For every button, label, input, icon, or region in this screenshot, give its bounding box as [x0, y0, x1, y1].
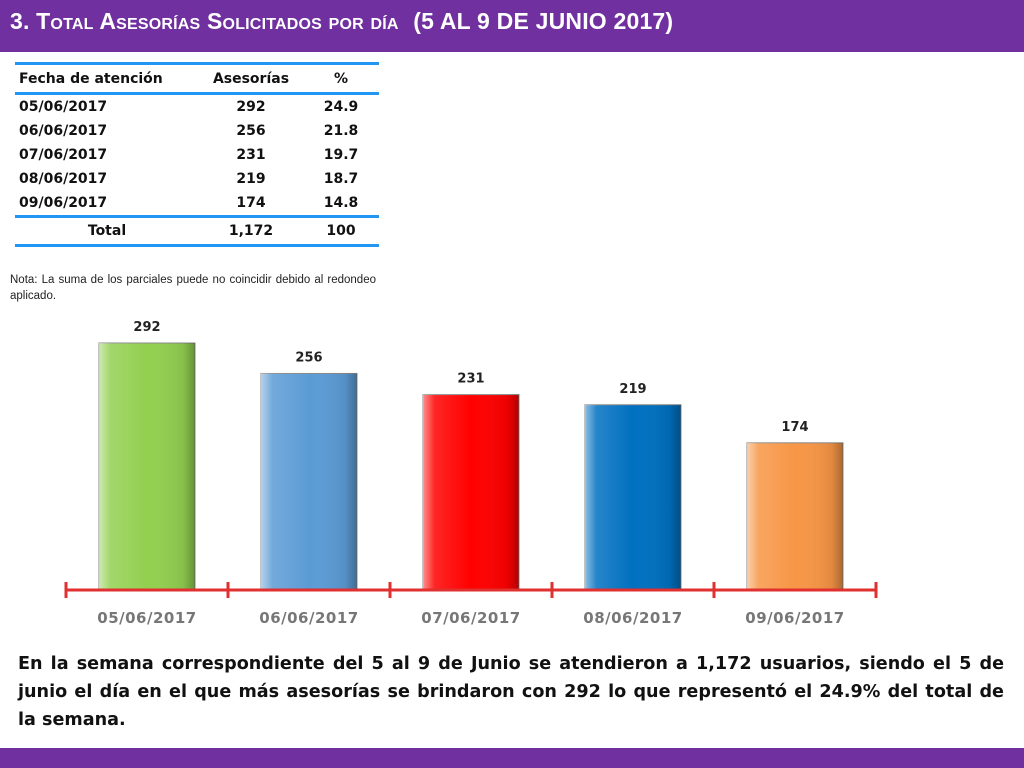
bar-highlight [747, 442, 843, 590]
table-cell-percent: 14.8 [323, 195, 359, 211]
table-header-percent: % [303, 62, 379, 95]
table-cell-count: 174 [236, 195, 266, 211]
bar-data-label: 256 [295, 350, 322, 365]
table-total-label: Total [15, 215, 199, 247]
table-total-row: Total 1,172 100 [15, 215, 379, 247]
table-cell-percent: 19.7 [323, 147, 359, 163]
table-cell-date: 06/06/2017 [19, 123, 108, 139]
table-cell-percent: 21.8 [323, 123, 359, 139]
bar-highlight [585, 404, 681, 590]
table-cell-date: 08/06/2017 [19, 171, 108, 187]
bar-highlight [99, 343, 195, 590]
table-cell-count: 231 [236, 147, 266, 163]
x-tick-label: 06/06/2017 [259, 609, 358, 627]
bar-highlight [423, 394, 519, 590]
table-cell-percent: 18.7 [323, 171, 359, 187]
table-cell-date: 07/06/2017 [19, 147, 108, 163]
x-tick-label: 05/06/2017 [97, 609, 196, 627]
table-row: 08/06/2017 219 18.7 [15, 167, 379, 191]
rounding-note: Nota: La suma de los parciales puede no … [10, 274, 376, 302]
x-tick-label: 09/06/2017 [745, 609, 844, 627]
bars-layer [98, 342, 844, 591]
bar-data-label: 219 [619, 382, 646, 397]
table-cell-count: 256 [236, 123, 266, 139]
table-cell-date: 09/06/2017 [19, 195, 108, 211]
x-axis [64, 582, 878, 598]
x-tick-label: 07/06/2017 [421, 609, 520, 627]
labels-layer: 292 05/06/2017 256 06/06/2017 231 07/06/2017 2… [97, 320, 844, 627]
x-tick-label: 08/06/2017 [583, 609, 682, 627]
slide-title-main: 3. Total Asesorías Solicitados por día [10, 8, 399, 34]
table-total-percent: 100 [303, 215, 379, 247]
summary-text: En la semana correspondiente del 5 al 9 … [18, 654, 1004, 730]
bar-data-label: 292 [133, 320, 160, 335]
slide-title-range: (5 AL 9 DE JUNIO 2017) [413, 8, 674, 34]
slide-title: 3. Total Asesorías Solicitados por día (… [10, 8, 673, 35]
footer-bar [0, 748, 1024, 768]
table-total-count: 1,172 [199, 215, 303, 247]
table-header-count: Asesorías [199, 62, 303, 95]
bar-chart: 292 05/06/2017 256 06/06/2017 231 07/06/2017 2… [64, 320, 878, 627]
bar-data-label: 231 [457, 372, 484, 387]
bar-highlight [261, 373, 357, 590]
table-row: 06/06/2017 256 21.8 [15, 119, 379, 143]
table-header-date: Fecha de atención [15, 62, 199, 95]
table-cell-count: 292 [236, 99, 266, 115]
table-cell-date: 05/06/2017 [19, 99, 108, 115]
table-header-row: Fecha de atención Asesorías % [15, 62, 379, 95]
table-row: 09/06/2017 174 14.8 [15, 191, 379, 217]
bar-data-label: 174 [781, 420, 808, 435]
table-cell-count: 219 [236, 171, 266, 187]
table-cell-percent: 24.9 [323, 99, 359, 115]
data-table: Fecha de atención Asesorías % 05/06/2017… [15, 62, 379, 247]
table-row: 07/06/2017 231 19.7 [15, 143, 379, 167]
table-row: 05/06/2017 292 24.9 [15, 94, 379, 120]
header-bar: 3. Total Asesorías Solicitados por día (… [0, 0, 1024, 52]
